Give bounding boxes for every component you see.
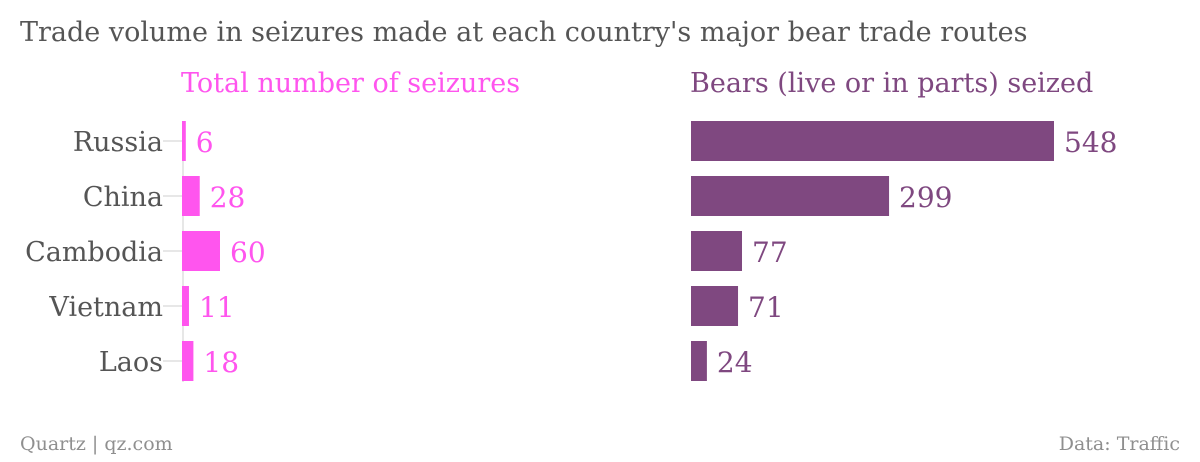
seizures-bar — [182, 286, 189, 326]
bears-bar — [691, 286, 739, 326]
seizures-value-label: 6 — [196, 126, 214, 159]
bears-bar — [691, 176, 890, 216]
seizures-value-label: 28 — [210, 181, 246, 214]
seizures-bar — [182, 231, 220, 271]
bears-bar — [691, 341, 707, 381]
seizures-bar — [182, 341, 194, 381]
seizures-bars: 6 28 60 11 18 — [182, 121, 266, 381]
bears-value-label: 299 — [899, 181, 952, 214]
seizures-value-label: 18 — [203, 346, 239, 379]
bears-value-label: 24 — [717, 346, 753, 379]
bears-value-label: 77 — [752, 236, 788, 269]
footer-credit: Quartz | qz.com — [20, 433, 173, 455]
seizures-bar — [182, 121, 186, 161]
seizures-value-label: 11 — [199, 291, 235, 324]
footer-source: Data: Traffic — [1059, 433, 1180, 455]
panel-title-bears: Bears (live or in parts) seized — [690, 68, 1093, 99]
seizures-bar — [182, 176, 200, 216]
bears-value-label: 71 — [748, 291, 784, 324]
category-labels: Russia China Cambodia Vietnam Laos — [25, 127, 183, 378]
category-label: Vietnam — [48, 292, 163, 323]
bears-value-label: 548 — [1064, 126, 1117, 159]
bears-bars: 548 299 77 71 24 — [691, 121, 1117, 381]
panel-title-seizures: Total number of seizures — [181, 68, 520, 99]
category-label: China — [83, 182, 163, 213]
category-label: Cambodia — [25, 237, 163, 268]
bears-bar — [691, 231, 743, 271]
chart-title: Trade volume in seizures made at each co… — [20, 17, 1027, 48]
seizures-value-label: 60 — [230, 236, 266, 269]
category-label: Russia — [73, 127, 163, 158]
category-label: Laos — [99, 347, 163, 378]
bears-bar — [691, 121, 1054, 161]
